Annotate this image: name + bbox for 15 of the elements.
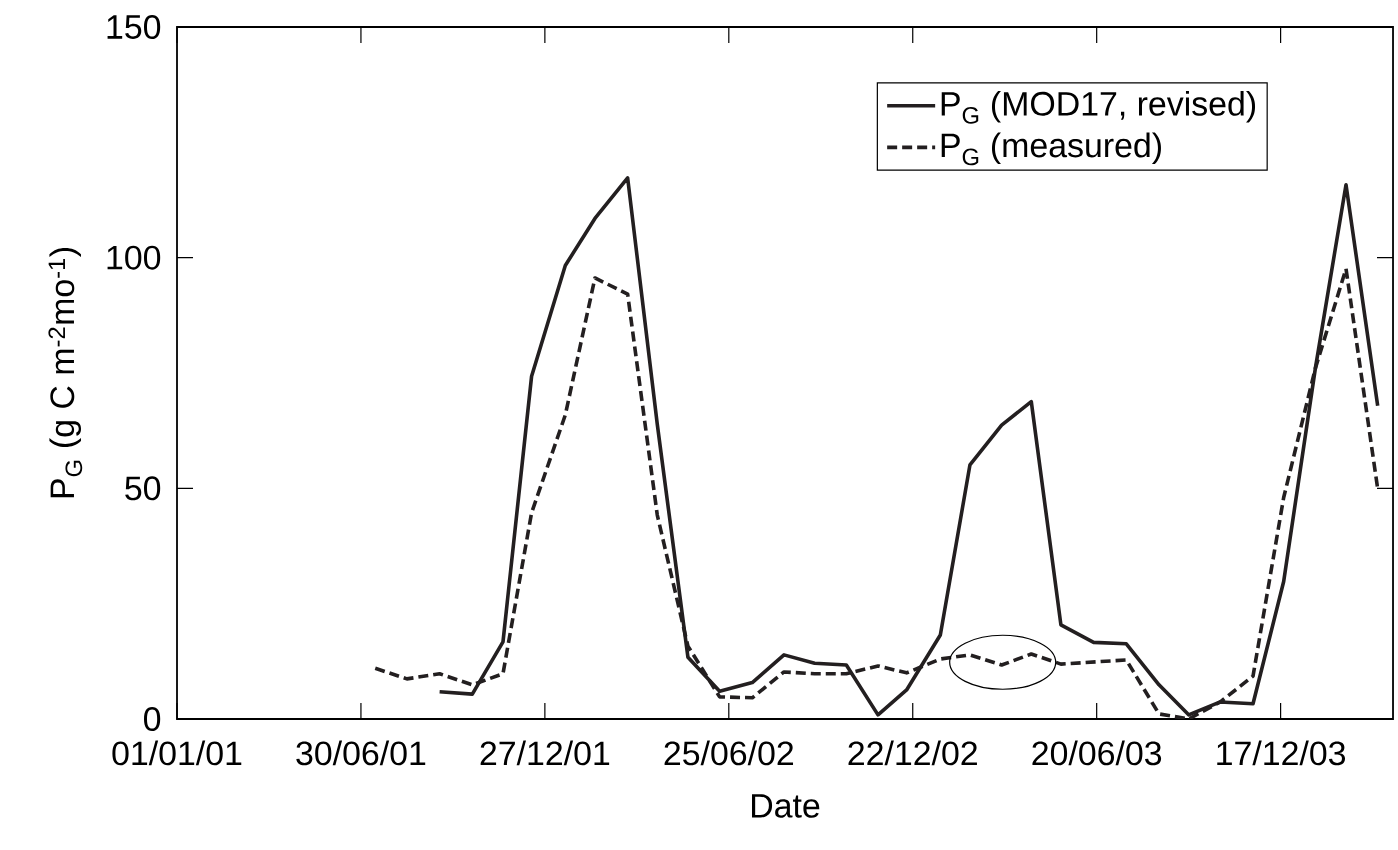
legend-label: P$_{G}$ (measured): [941, 132, 1161, 166]
x-tick-label: 30/06/01: [296, 740, 426, 766]
x-axis-title: Date: [752, 794, 820, 818]
x-tick-label: 27/12/01: [480, 740, 610, 766]
x-tick-label: 20/06/03: [1032, 740, 1162, 766]
y-tick-label: 0: [144, 707, 161, 731]
y-tick-label: 50: [125, 476, 161, 501]
y-tick-label: 150: [107, 14, 161, 39]
legend-label: P$_{G}$ (MOD17, revised): [941, 90, 1256, 124]
y-axis-title: P$_{G}$ (g C m$^{-2}$mo$^{-1}$): [48, 248, 83, 498]
x-tick-label: 01/01/01: [112, 740, 242, 766]
x-tick-label: 17/12/03: [1217, 740, 1346, 766]
y-tick-label: 100: [107, 245, 161, 270]
x-tick-label: 25/06/02: [664, 740, 794, 766]
x-tick-label: 22/12/02: [848, 740, 977, 766]
